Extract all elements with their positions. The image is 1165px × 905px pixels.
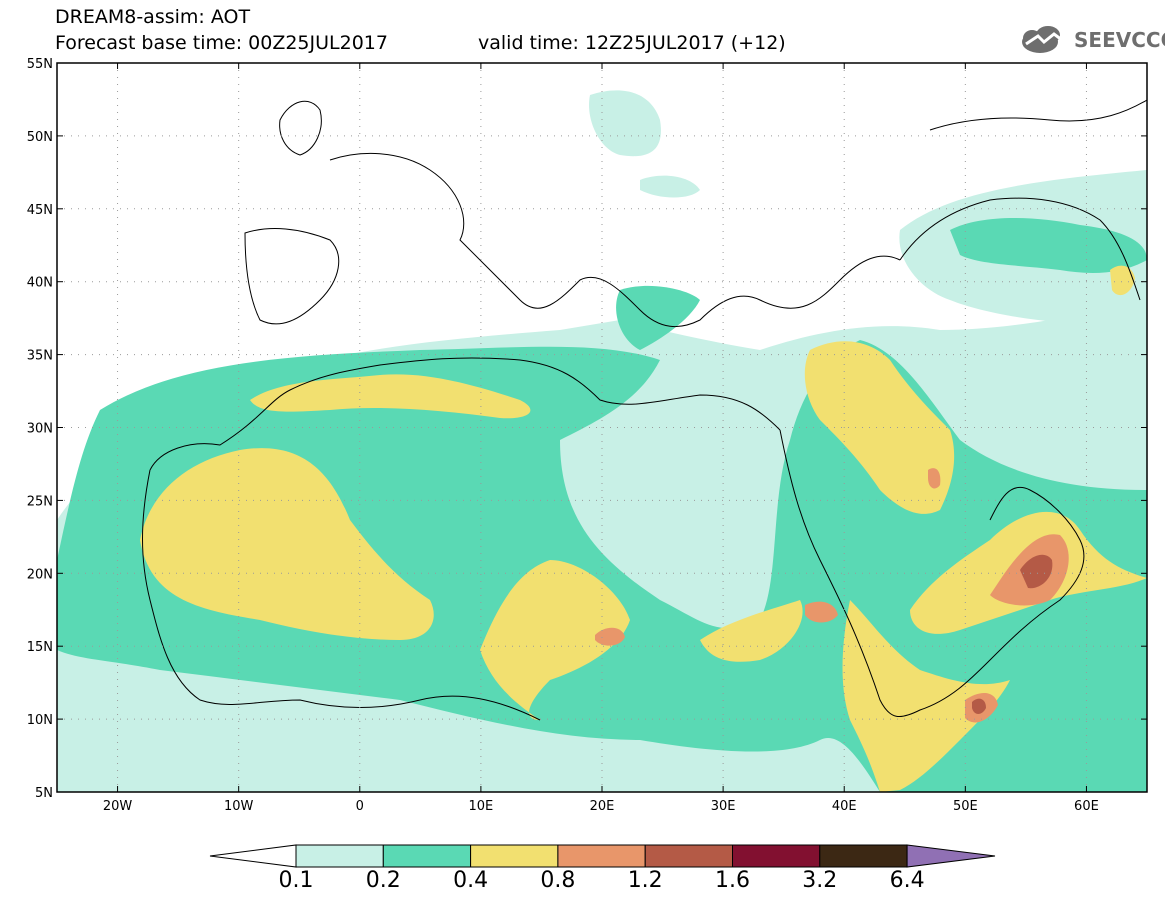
- lat-label: 20N: [27, 567, 53, 582]
- lat-label: 15N: [27, 640, 53, 655]
- forecast-base-time: Forecast base time: 00Z25JUL2017: [55, 32, 388, 54]
- lat-label: 5N: [35, 786, 53, 801]
- lon-label: 10W: [224, 799, 254, 814]
- colorbar-segment: [819, 844, 908, 868]
- colorbar-level-label: 0.8: [540, 868, 576, 893]
- gridlines: [57, 63, 1147, 792]
- colorbar-level-label: 0.2: [365, 868, 401, 893]
- lon-label: 40E: [832, 799, 857, 814]
- axis-ticks: [57, 62, 1147, 793]
- latitude-labels: 5N 10N 15N 20N 25N 30N 35N 40N 45N 50N 55N: [27, 57, 53, 801]
- aot-level-0.4: [140, 265, 1147, 792]
- chart-title: DREAM8-assim: AOT: [55, 6, 251, 28]
- colorbar-level-label: 0.4: [453, 868, 489, 893]
- lon-label: 0: [356, 799, 364, 814]
- lat-label: 45N: [27, 203, 53, 218]
- lon-label: 30E: [711, 799, 736, 814]
- colorbar-segment: [470, 844, 559, 868]
- aot-level-1.2: [972, 554, 1053, 714]
- longitude-labels: 20W 10W 0 10E 20E 30E 40E 50E 60E: [103, 799, 1099, 814]
- cloud-icon: [1022, 26, 1063, 53]
- lat-label: 55N: [27, 57, 53, 72]
- colorbar-max-arrow: [906, 844, 996, 868]
- colorbar-min-arrow: [209, 844, 297, 868]
- lat-label: 10N: [27, 713, 53, 728]
- colorbar-segment: [557, 844, 646, 868]
- colorbar-segment: [644, 844, 734, 868]
- coastlines: [142, 99, 1147, 721]
- lat-label: 30N: [27, 422, 53, 437]
- colorbar-segment: [295, 844, 384, 868]
- lat-label: 25N: [27, 494, 53, 509]
- lon-label: 20E: [590, 799, 615, 814]
- lon-label: 50E: [953, 799, 978, 814]
- valid-time: valid time: 12Z25JUL2017 (+12): [478, 32, 786, 54]
- colorbar: [209, 844, 996, 868]
- colorbar-level-label: 3.2: [802, 868, 838, 893]
- logo-text: SEEVCCC: [1074, 28, 1165, 52]
- lat-label: 35N: [27, 349, 53, 364]
- colorbar-segment: [382, 844, 472, 868]
- lon-label: 20W: [103, 799, 133, 814]
- colorbar-level-label: 1.2: [627, 868, 663, 893]
- colorbar-level-label: 0.1: [278, 868, 314, 893]
- colorbar-level-label: 6.4: [889, 868, 925, 893]
- colorbar-segment: [732, 844, 821, 868]
- lon-label: 10E: [469, 799, 494, 814]
- colorbar-level-label: 1.6: [715, 868, 750, 893]
- lon-label: 60E: [1074, 799, 1099, 814]
- lat-label: 40N: [27, 276, 53, 291]
- lat-label: 50N: [27, 130, 53, 145]
